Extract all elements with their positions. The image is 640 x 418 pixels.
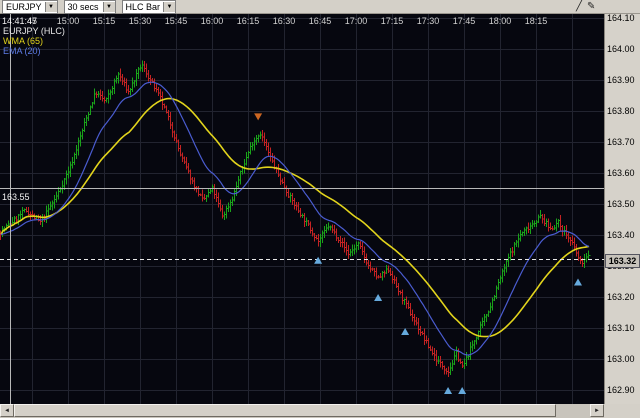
price-tick: 163.80 xyxy=(607,106,635,117)
price-tick: 163.50 xyxy=(607,199,635,210)
buy-arrow-marker xyxy=(401,328,410,336)
price-tick: 163.10 xyxy=(607,323,635,334)
price-tick: 163.00 xyxy=(607,354,635,365)
buy-arrow-marker xyxy=(314,256,323,264)
scroll-right-button[interactable]: ► xyxy=(590,404,604,417)
legend-wma-label: WMA (65) xyxy=(3,36,44,46)
time-tick: 16:30 xyxy=(272,16,296,26)
legend-ema-label: EMA (20) xyxy=(3,46,41,56)
scroll-left-button[interactable]: ◄ xyxy=(0,404,14,417)
time-tick: 17:00 xyxy=(344,16,368,26)
chevron-down-icon[interactable]: ▼ xyxy=(44,1,57,12)
scrollbar-thumb[interactable] xyxy=(14,404,556,417)
chart-legend: EURJPY (HLC) WMA (65) EMA (20) xyxy=(3,26,65,56)
symbol-select[interactable]: EURJPY ▼ xyxy=(2,0,58,14)
time-tick: 16:00 xyxy=(200,16,224,26)
scrollbar-corner xyxy=(604,404,640,418)
chevron-down-icon[interactable]: ▼ xyxy=(102,1,115,12)
crosshair-time-readout: 14:41:47 xyxy=(2,16,38,26)
bar-type-value: HLC Bar xyxy=(125,1,161,12)
price-chart-canvas[interactable] xyxy=(0,14,604,404)
time-tick: 18:15 xyxy=(524,16,548,26)
buy-arrow-marker xyxy=(374,293,383,301)
chart-plot[interactable]: 45 15:00 15:15 15:30 15:45 16:00 16:15 16:30 16:… xyxy=(0,14,604,404)
price-tick: 163.60 xyxy=(607,168,635,179)
symbol-value: EURJPY xyxy=(6,1,42,12)
interval-value: 30 secs xyxy=(67,1,99,12)
buy-arrow-marker xyxy=(444,386,453,394)
crosshair-price-readout: 163.55 xyxy=(2,191,30,202)
horizontal-scrollbar[interactable]: ◄ ► xyxy=(0,404,640,418)
time-tick: 17:30 xyxy=(416,16,440,26)
interval-select[interactable]: 30 secs ▼ xyxy=(63,0,116,14)
price-tick: 164.10 xyxy=(607,14,635,24)
time-tick: 15:45 xyxy=(164,16,188,26)
time-tick: 18:00 xyxy=(488,16,512,26)
legend-symbol-label: EURJPY (HLC) xyxy=(3,26,65,36)
time-tick: 15:15 xyxy=(92,16,116,26)
price-tick: 163.40 xyxy=(607,230,635,241)
wma-line xyxy=(0,97,590,338)
buy-arrow-marker xyxy=(574,278,583,286)
hlc-bars xyxy=(0,60,591,377)
bar-type-select[interactable]: HLC Bar ▼ xyxy=(121,0,177,14)
time-tick: 17:15 xyxy=(380,16,404,26)
price-tick: 163.90 xyxy=(607,75,635,86)
ema-line xyxy=(0,81,590,356)
price-tick: 163.20 xyxy=(607,292,635,303)
time-tick: 45 xyxy=(26,16,38,26)
pencil-icon[interactable]: ✎ xyxy=(587,1,596,12)
price-tick: 162.90 xyxy=(607,385,635,396)
price-axis[interactable]: 164.10 164.00 163.90 163.80 163.70 163.60 163.… xyxy=(604,14,640,404)
trendline-icon[interactable]: ╱ xyxy=(576,1,583,12)
time-tick: 16:45 xyxy=(308,16,332,26)
chart-toolbar: EURJPY ▼ 30 secs ▼ HLC Bar ▼ ╱ ✎ xyxy=(0,0,640,14)
time-tick: 15:30 xyxy=(128,16,152,26)
time-tick: 16:15 xyxy=(236,16,260,26)
sell-arrow-marker xyxy=(254,113,263,121)
price-tick: 164.00 xyxy=(607,44,635,55)
chevron-down-icon[interactable]: ▼ xyxy=(163,1,176,12)
time-tick: 15:00 xyxy=(56,16,80,26)
last-price-tag: 163.32 xyxy=(605,253,640,268)
grid-lines xyxy=(0,14,604,404)
time-tick: 17:45 xyxy=(452,16,476,26)
chart-area: 45 15:00 15:15 15:30 15:45 16:00 16:15 16:30 16:… xyxy=(0,14,640,404)
toolbar-icon-group: ╱ ✎ xyxy=(576,0,595,13)
buy-arrow-marker xyxy=(458,386,467,394)
price-tick: 163.70 xyxy=(607,137,635,148)
